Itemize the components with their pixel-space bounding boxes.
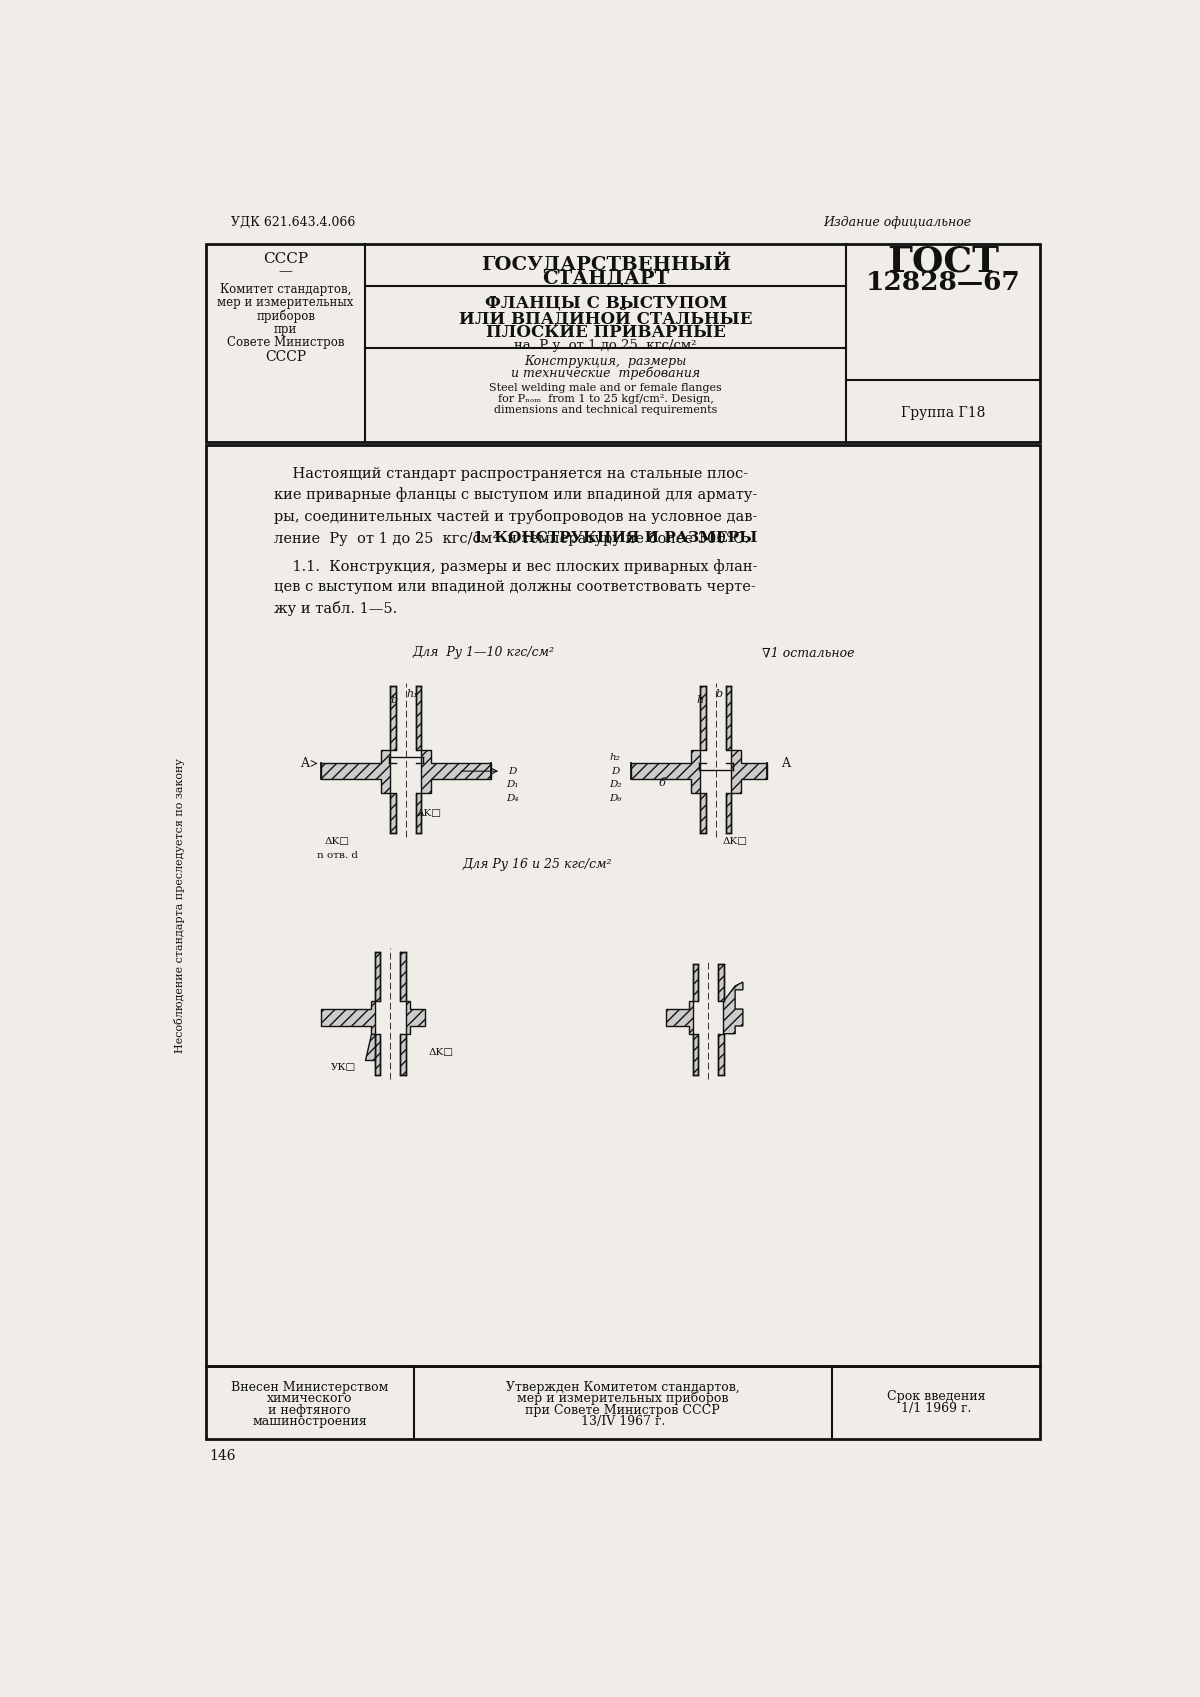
Polygon shape: [701, 686, 706, 750]
Text: b: b: [390, 694, 397, 704]
Text: D: D: [509, 767, 517, 776]
Text: n отв. d: n отв. d: [317, 852, 358, 860]
Text: Утвержден Комитетом стандартов,: Утвержден Комитетом стандартов,: [506, 1381, 739, 1393]
Text: приборов: приборов: [256, 309, 316, 322]
Text: Группа Г18: Группа Г18: [901, 406, 985, 421]
Text: при: при: [274, 322, 298, 336]
Bar: [206, 244, 1039, 441]
Text: A: A: [300, 757, 310, 770]
Text: A: A: [781, 757, 790, 770]
Text: Для  Ру 1—10 кгс/см²: Для Ру 1—10 кгс/см²: [413, 647, 554, 660]
Text: h₁: h₁: [406, 689, 418, 699]
Polygon shape: [726, 792, 731, 833]
Text: h₂: h₂: [610, 753, 620, 762]
Text: СССР: СССР: [265, 350, 306, 363]
Text: химического: химического: [266, 1392, 353, 1405]
Polygon shape: [374, 1033, 380, 1076]
Polygon shape: [692, 1033, 698, 1076]
Text: СТАНДАРТ: СТАНДАРТ: [542, 270, 670, 288]
Text: dimensions and technical requirements: dimensions and technical requirements: [494, 406, 718, 416]
Text: h: h: [697, 694, 704, 704]
Polygon shape: [406, 1001, 425, 1033]
Polygon shape: [390, 686, 396, 750]
Text: б: б: [658, 777, 665, 787]
Polygon shape: [401, 1033, 406, 1076]
Text: ФЛАНЦЫ С ВЫСТУПОМ: ФЛАНЦЫ С ВЫСТУПОМ: [485, 295, 727, 312]
Polygon shape: [718, 1033, 724, 1076]
Text: for Pₙₒₘ  from 1 to 25 kgf/cm². Design,: for Pₙₒₘ from 1 to 25 kgf/cm². Design,: [498, 394, 714, 404]
Text: Steel welding male and or female flanges: Steel welding male and or female flanges: [490, 384, 722, 394]
Polygon shape: [320, 750, 390, 792]
Bar: [206, 1366, 1039, 1439]
Text: Совете Министров: Совете Министров: [227, 336, 344, 350]
Text: 13/IV 1967 г.: 13/IV 1967 г.: [581, 1415, 665, 1429]
Text: D₆: D₆: [608, 794, 622, 803]
Polygon shape: [666, 1001, 692, 1033]
Text: 1/1 1969 г.: 1/1 1969 г.: [901, 1402, 971, 1415]
Text: ΔK□: ΔK□: [416, 809, 442, 818]
Text: Издание официальное: Издание официальное: [823, 217, 972, 229]
Polygon shape: [416, 686, 421, 750]
Text: ΔK□: ΔK□: [325, 838, 350, 847]
Text: и технические  требования: и технические требования: [511, 367, 701, 380]
Text: УК□: УК□: [331, 1062, 356, 1073]
Polygon shape: [726, 686, 731, 750]
Text: Внесен Министерством: Внесен Министерством: [230, 1381, 389, 1393]
Text: СССР: СССР: [263, 253, 308, 266]
Text: D₁: D₁: [506, 781, 518, 789]
Text: Для Ру 16 и 25 кгс/см²: Для Ру 16 и 25 кгс/см²: [463, 859, 612, 871]
Polygon shape: [630, 750, 701, 792]
Text: ГОСУДАРСТВЕННЫЙ: ГОСУДАРСТВЕННЫЙ: [481, 253, 731, 273]
Text: при Совете Министров СССР: при Совете Министров СССР: [526, 1403, 720, 1417]
Text: —: —: [278, 265, 293, 278]
Text: D₄: D₄: [506, 794, 518, 803]
Text: Конструкция,  размеры: Конструкция, размеры: [524, 355, 686, 368]
Text: Настоящий стандарт распространяется на стальные плос-
кие приварные фланцы с выс: Настоящий стандарт распространяется на с…: [274, 467, 757, 546]
Polygon shape: [701, 792, 706, 833]
Text: 146: 146: [210, 1449, 236, 1463]
Polygon shape: [731, 750, 767, 792]
Text: и нефтяного: и нефтяного: [269, 1403, 350, 1417]
Text: мер и измерительных приборов: мер и измерительных приборов: [517, 1392, 728, 1405]
Text: 12828—67: 12828—67: [865, 270, 1020, 295]
Polygon shape: [366, 1033, 374, 1061]
Text: на  Р у  от 1 до 25  кгс/см²: на Р у от 1 до 25 кгс/см²: [515, 339, 697, 351]
Polygon shape: [320, 1001, 374, 1033]
Bar: [206, 445, 1039, 1366]
Text: ∇1 остальное: ∇1 остальное: [762, 647, 854, 660]
Polygon shape: [416, 792, 421, 833]
Text: ΔK□: ΔK□: [722, 838, 748, 847]
Text: ГОСТ: ГОСТ: [887, 244, 998, 278]
Polygon shape: [724, 983, 743, 1033]
Text: Комитет стандартов,: Комитет стандартов,: [220, 283, 352, 297]
Polygon shape: [374, 952, 380, 1001]
Text: ПЛОСКИЕ ПРИВАРНЫЕ: ПЛОСКИЕ ПРИВАРНЫЕ: [486, 324, 726, 341]
Text: машиностроения: машиностроения: [252, 1415, 367, 1429]
Text: 1.1.  Конструкция, размеры и вес плоских приварных флан-
цев с выступом или впад: 1.1. Конструкция, размеры и вес плоских …: [274, 560, 757, 616]
Polygon shape: [692, 964, 698, 1001]
Text: D₂: D₂: [608, 781, 622, 789]
Text: Срок введения: Срок введения: [887, 1390, 985, 1403]
Text: D: D: [611, 767, 619, 776]
Text: Несоблюдение стандарта преследуется по закону: Несоблюдение стандарта преследуется по з…: [174, 759, 185, 1052]
Text: УДК 621.643.4.066: УДК 621.643.4.066: [232, 217, 355, 229]
Text: 1. КОНСТРУКЦИЯ И РАЗМЕРЫ: 1. КОНСТРУКЦИЯ И РАЗМЕРЫ: [473, 531, 757, 545]
Text: ИЛИ ВПАДИНОЙ СТАЛЬНЫЕ: ИЛИ ВПАДИНОЙ СТАЛЬНЫЕ: [458, 307, 752, 328]
Text: b: b: [715, 689, 722, 699]
Polygon shape: [718, 964, 724, 1001]
Polygon shape: [390, 792, 396, 833]
Text: ΔK□: ΔK□: [428, 1047, 454, 1057]
Polygon shape: [401, 952, 406, 1001]
Text: мер и измерительных: мер и измерительных: [217, 297, 354, 309]
Polygon shape: [421, 750, 491, 792]
